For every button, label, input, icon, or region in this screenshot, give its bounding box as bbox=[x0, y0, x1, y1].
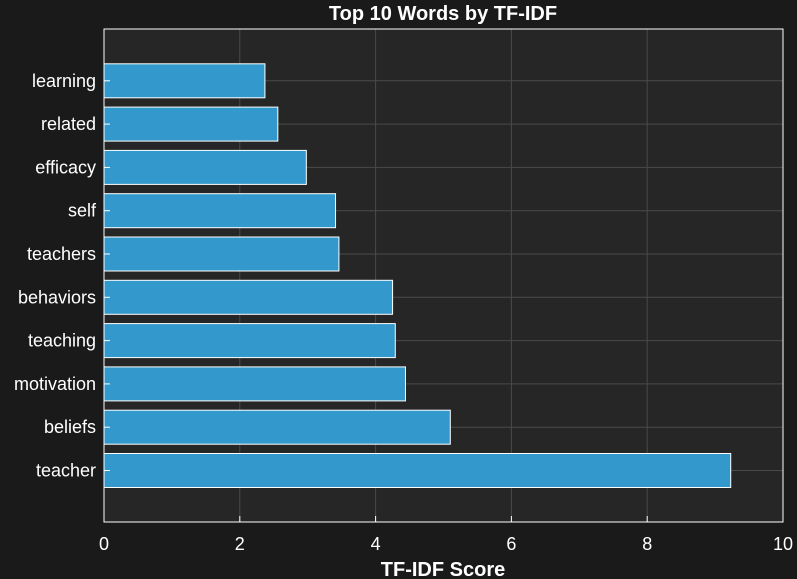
bar-self bbox=[103, 193, 337, 229]
plot-area bbox=[103, 28, 784, 523]
x-tick-label: 10 bbox=[773, 534, 793, 554]
y-tick-label: teacher bbox=[36, 461, 96, 481]
bar-beliefs bbox=[103, 409, 451, 445]
bar-efficacy bbox=[103, 149, 307, 185]
x-tick-label: 6 bbox=[506, 534, 516, 554]
y-tick-label: efficacy bbox=[35, 157, 96, 177]
bars bbox=[103, 63, 732, 488]
bar-learning bbox=[103, 63, 266, 99]
y-tick-label: teachers bbox=[27, 244, 96, 264]
chart-title: Top 10 Words by TF-IDF bbox=[329, 3, 557, 25]
y-tick-label: related bbox=[41, 114, 96, 134]
y-tick-label: self bbox=[68, 201, 97, 221]
x-tick-label: 2 bbox=[235, 534, 245, 554]
bar-teaching bbox=[103, 323, 396, 359]
y-tick-label: learning bbox=[32, 71, 96, 91]
x-tick-label: 4 bbox=[371, 534, 381, 554]
bar-related bbox=[103, 106, 279, 142]
bar-teachers bbox=[103, 236, 340, 272]
bar-motivation bbox=[103, 366, 406, 402]
x-axis-label: TF-IDF Score bbox=[381, 559, 505, 579]
y-tick-label: motivation bbox=[14, 374, 96, 394]
y-tick-label: beliefs bbox=[44, 417, 96, 437]
y-tick-label: teaching bbox=[28, 331, 96, 351]
plot-border bbox=[103, 28, 784, 523]
bar-behaviors bbox=[103, 279, 394, 315]
x-tick-label: 8 bbox=[642, 534, 652, 554]
x-tick-label: 0 bbox=[99, 534, 109, 554]
y-tick-labels: teacher beliefs motivation teaching behavior… bbox=[14, 71, 110, 481]
bar-teacher bbox=[103, 453, 732, 488]
y-tick-label: behaviors bbox=[18, 287, 96, 307]
